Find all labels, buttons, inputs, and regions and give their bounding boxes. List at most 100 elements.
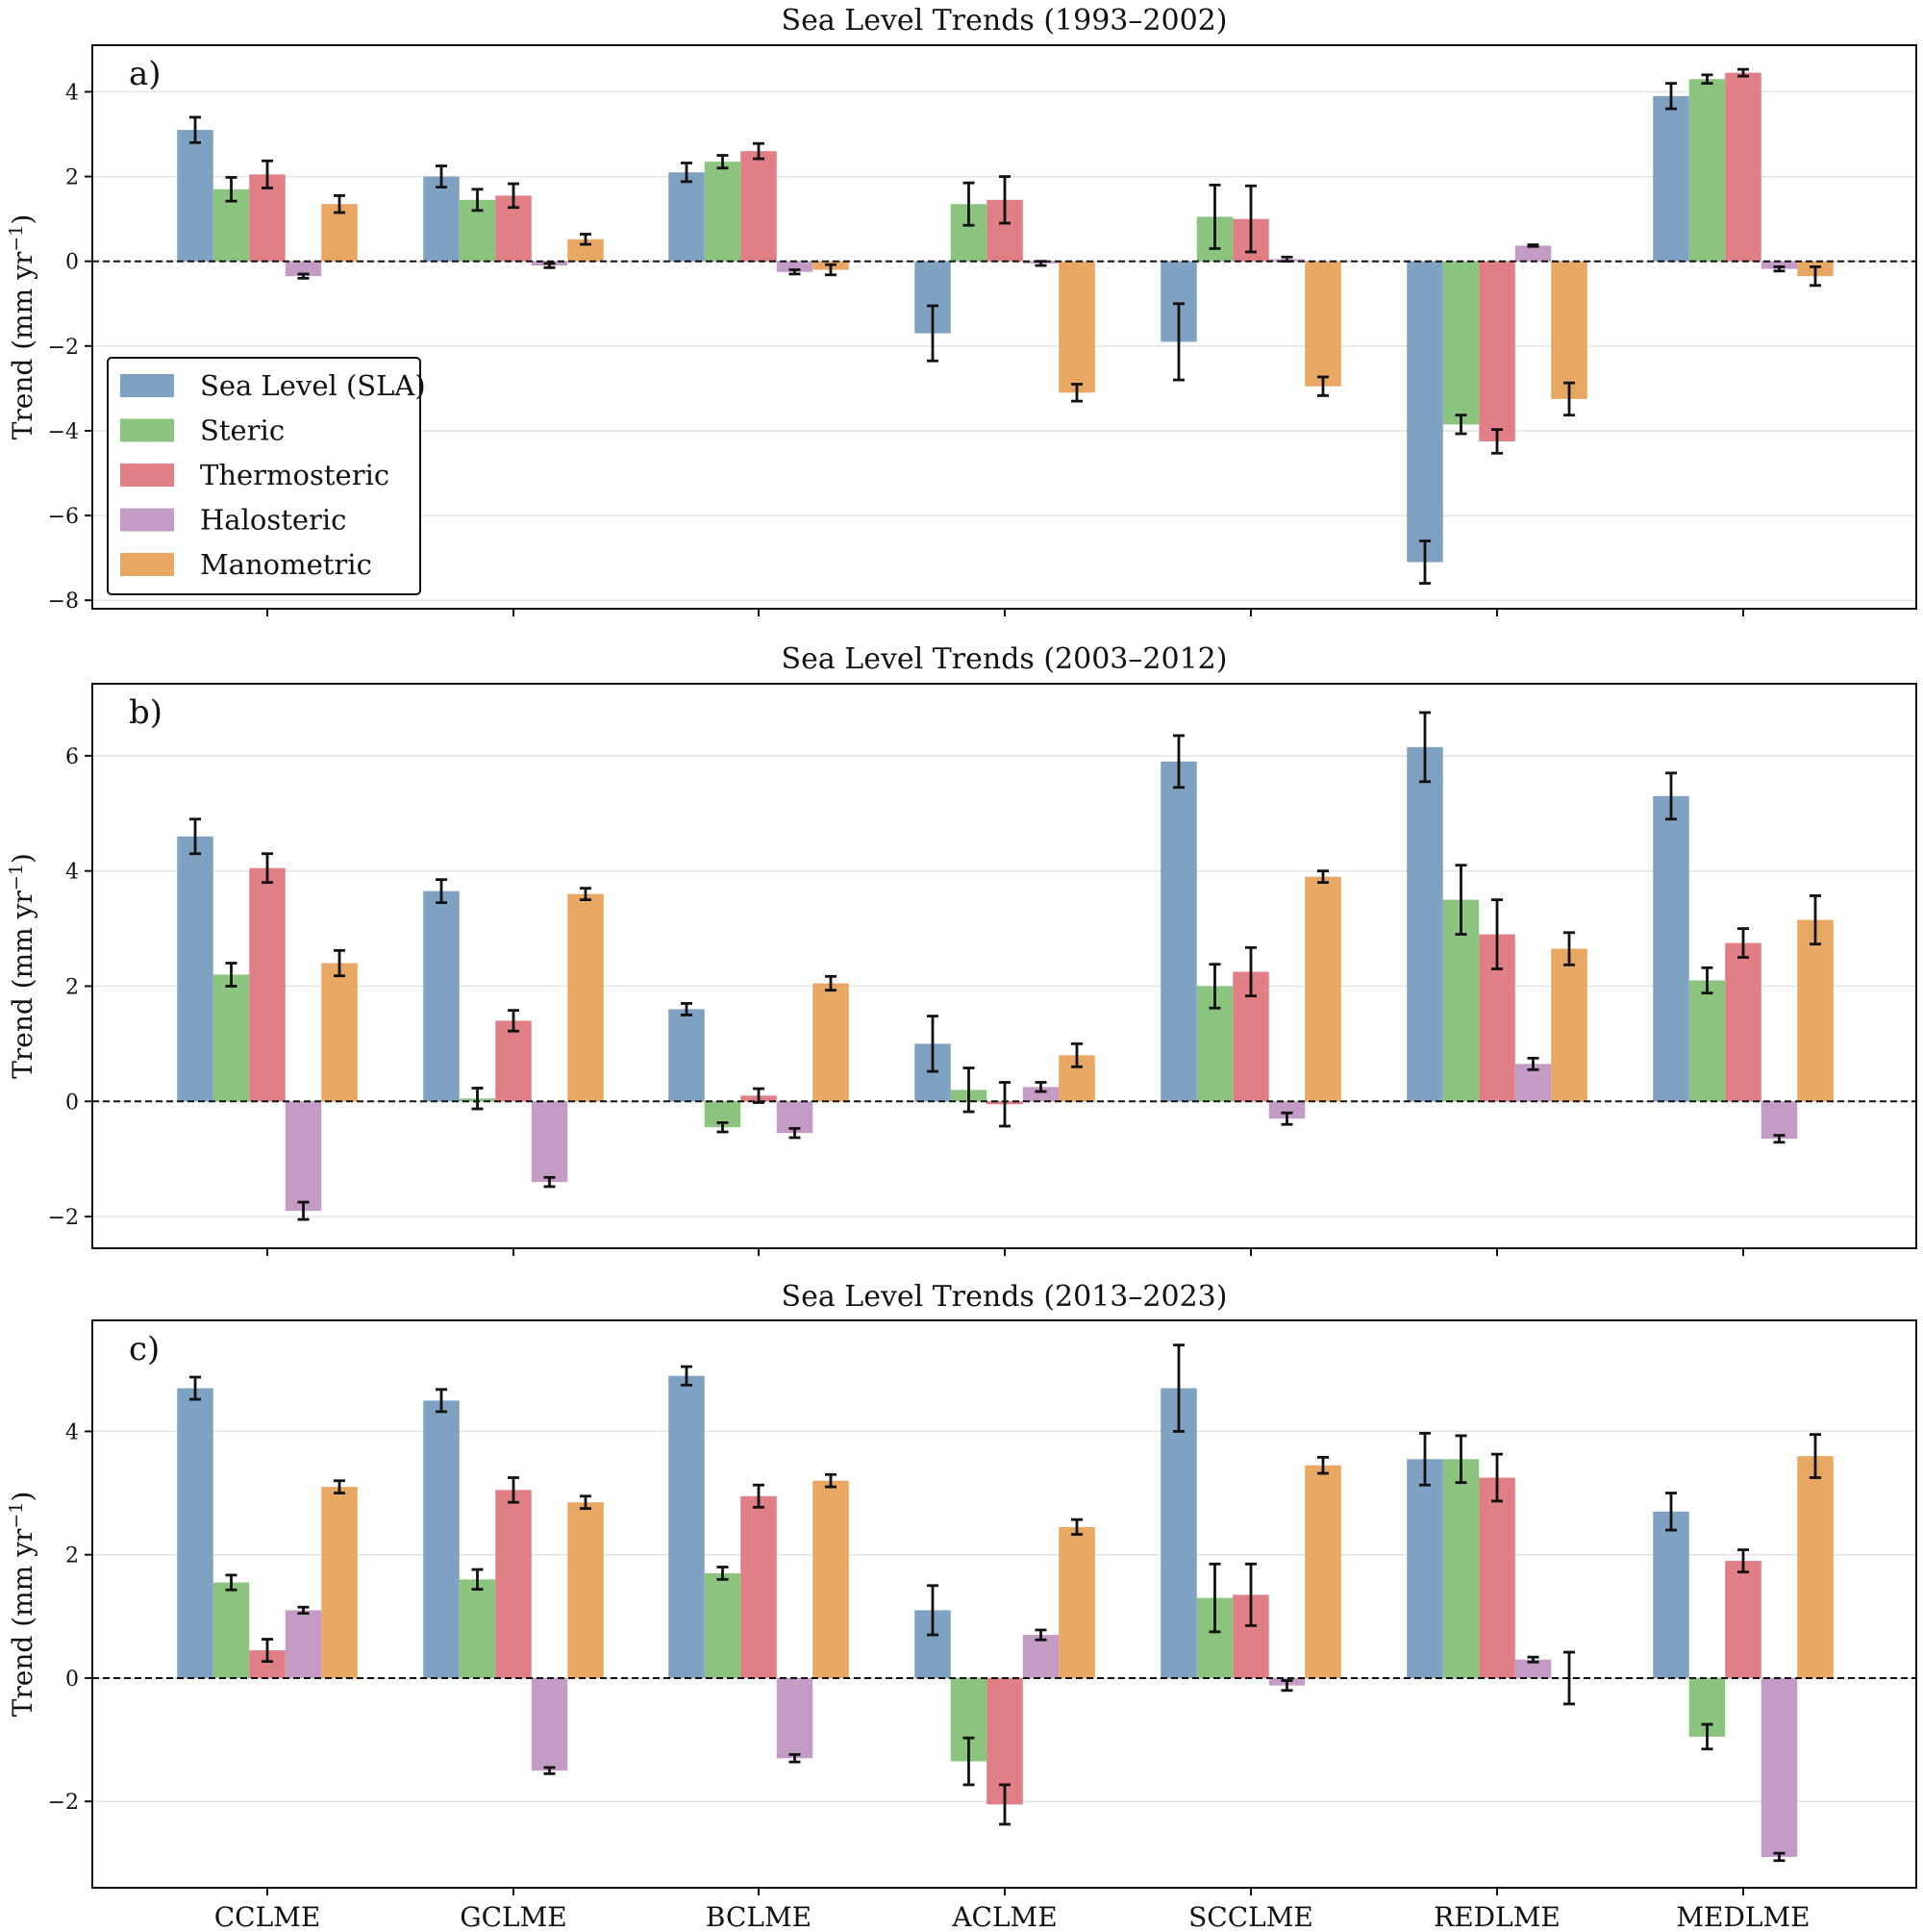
bar-manometric-cclme — [321, 963, 358, 1102]
error-bar — [1737, 67, 1749, 78]
error-bar — [262, 159, 273, 189]
bar-sea-level-sla-gclme — [423, 891, 460, 1102]
error-bar — [1209, 1562, 1221, 1634]
y-tick-label: 4 — [65, 861, 79, 885]
y-tick-label: 4 — [65, 1420, 79, 1444]
x-tick-label-redlme: REDLME — [1434, 1901, 1561, 1932]
error-bar — [1455, 864, 1467, 936]
legend-swatch — [120, 464, 174, 487]
bar-halosteric-aclme — [1022, 1087, 1060, 1102]
error-bar — [681, 162, 692, 184]
bar-steric-redlme — [1442, 261, 1480, 425]
bar-manometric-redlme — [1551, 948, 1587, 1102]
error-bar — [999, 175, 1011, 225]
error-bar — [1245, 945, 1257, 998]
bar-steric-bclme — [704, 162, 741, 262]
error-bar — [753, 1087, 764, 1104]
error-bar — [471, 188, 484, 213]
bar-manometric-gclme — [567, 1502, 604, 1678]
legend-box — [107, 357, 421, 595]
bar-sea-level-sla-bclme — [668, 172, 705, 262]
y-tick-label: 6 — [65, 745, 79, 769]
error-bar — [1527, 1655, 1539, 1664]
error-bar — [1419, 539, 1431, 585]
y-tick-label: −2 — [48, 336, 79, 360]
error-bar — [1209, 183, 1221, 250]
bar-halosteric-bclme — [776, 1677, 813, 1759]
error-bar — [1737, 927, 1749, 959]
error-bar — [825, 974, 837, 992]
legend-label: Thermosteric — [200, 459, 389, 491]
bar-halosteric-cclme — [285, 1101, 322, 1212]
bar-thermosteric-redlme — [1479, 261, 1515, 441]
error-bar — [1245, 184, 1257, 254]
bar-manometric-redlme — [1551, 261, 1587, 399]
error-bar — [1773, 1134, 1786, 1144]
bar-manometric-bclme — [812, 1480, 849, 1678]
error-bar — [334, 194, 345, 214]
y-tick-label: 2 — [65, 975, 79, 999]
bar-manometric-gclme — [567, 893, 604, 1102]
error-bar — [999, 1783, 1011, 1826]
bar-steric-cclme — [212, 1582, 250, 1678]
bar-sea-level-sla-scclme — [1161, 1388, 1197, 1678]
error-bar — [1491, 898, 1503, 970]
bar-halosteric-aclme — [1022, 1635, 1060, 1678]
panel-label: a) — [129, 55, 162, 93]
error-bar — [1665, 771, 1677, 821]
bar-halosteric-gclme — [531, 1677, 568, 1771]
x-tick-label-aclme: ACLME — [951, 1901, 1057, 1932]
error-bar — [297, 1200, 310, 1221]
bar-sea-level-sla-medlme — [1653, 95, 1689, 262]
error-bar — [681, 1002, 692, 1016]
bar-manometric-aclme — [1059, 1526, 1095, 1678]
x-tick-label-cclme: CCLME — [214, 1901, 321, 1932]
bar-thermosteric-bclme — [740, 1495, 777, 1678]
bar-manometric-cclme — [321, 1487, 358, 1678]
panel-title: Sea Level Trends (2003–2012) — [782, 642, 1228, 676]
error-bar — [788, 1127, 801, 1140]
error-bar — [471, 1087, 484, 1111]
error-bar — [225, 176, 237, 203]
error-bar — [1701, 73, 1713, 86]
y-tick-label: −4 — [48, 420, 79, 444]
y-tick-label: 0 — [65, 1091, 79, 1115]
error-bar — [1665, 82, 1677, 111]
bar-halosteric-gclme — [531, 1101, 568, 1183]
error-bar — [262, 852, 273, 885]
error-bar — [508, 1009, 519, 1033]
bar-manometric-gclme — [567, 238, 604, 262]
y-tick-label: 0 — [65, 251, 79, 275]
bar-halosteric-cclme — [285, 261, 322, 277]
error-bar — [1491, 428, 1503, 455]
bar-steric-cclme — [212, 974, 250, 1102]
x-tick-label-bclme: BCLME — [706, 1901, 812, 1932]
error-bar — [1281, 1111, 1293, 1126]
error-bar — [1071, 383, 1083, 403]
error-bar — [962, 1736, 975, 1787]
error-bar — [1281, 1679, 1293, 1693]
bar-halosteric-redlme — [1514, 1659, 1552, 1678]
y-tick-label: 0 — [65, 1668, 79, 1692]
panel-label: c) — [129, 1330, 160, 1368]
error-bar — [1701, 966, 1713, 995]
y-axis-label: Trend (mm yr−1) — [6, 1492, 38, 1718]
panel-1: Sea Level Trends (1993–2002) −8 −6 −4 −2 0 2 4 T… — [6, 4, 1917, 616]
legend-swatch — [120, 553, 174, 576]
axes-frame — [91, 683, 1917, 1249]
error-bar — [543, 262, 556, 269]
bar-manometric-scclme — [1305, 261, 1341, 387]
error-bar — [297, 272, 310, 280]
bar-steric-redlme — [1442, 1459, 1480, 1678]
y-axis-label: Trend (mm yr−1) — [6, 214, 38, 440]
error-bar — [1035, 1628, 1047, 1642]
bar-halosteric-bclme — [776, 261, 813, 272]
bar-sea-level-sla-redlme — [1407, 1459, 1443, 1678]
error-bar — [1035, 1081, 1047, 1093]
bar-manometric-bclme — [812, 983, 849, 1102]
bar-steric-gclme — [459, 1579, 496, 1678]
bar-sea-level-sla-medlme — [1653, 795, 1689, 1102]
legend-label: Sea Level (SLA) — [200, 369, 426, 402]
error-bar — [471, 1568, 484, 1592]
